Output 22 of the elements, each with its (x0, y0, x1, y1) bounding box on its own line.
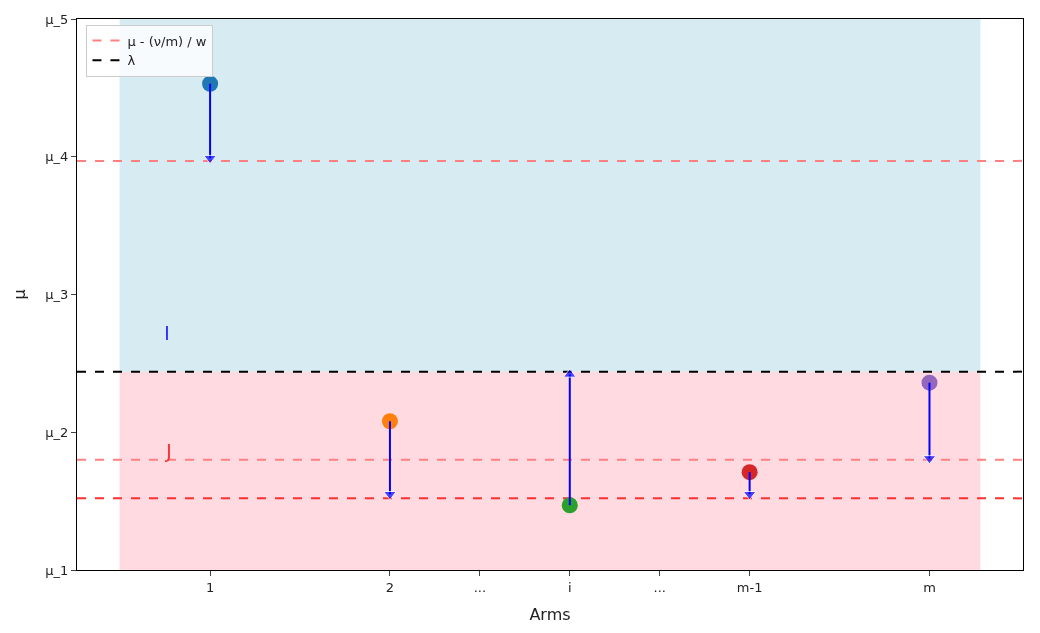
x-tick-label: 1 (205, 579, 215, 595)
point (381, 413, 398, 430)
point (741, 464, 758, 481)
x-tick-label: ... (653, 579, 666, 595)
y-tick-label: μ_2 (45, 424, 69, 440)
y-tick-label: μ_4 (45, 149, 69, 165)
x-tick-label: i (567, 579, 572, 595)
x-axis-title: Arms (529, 605, 571, 625)
legend-label: λ (127, 53, 136, 69)
y-tick-label: μ_5 (45, 11, 69, 27)
y-tick-label: μ_3 (45, 287, 69, 303)
x-tick-label: 2 (385, 579, 395, 595)
annotation: I (164, 321, 170, 345)
legend-label: μ - (ν/m) / w (127, 33, 207, 49)
x-tick-label: ... (473, 579, 487, 595)
point (561, 497, 578, 514)
x-tick-label: m-1 (736, 579, 763, 595)
annotation: J (164, 439, 172, 463)
y-axis-title: μ (10, 289, 30, 300)
x-tick-label: m (923, 579, 936, 595)
y-tick-label: μ_1 (45, 562, 69, 578)
point (921, 374, 938, 391)
